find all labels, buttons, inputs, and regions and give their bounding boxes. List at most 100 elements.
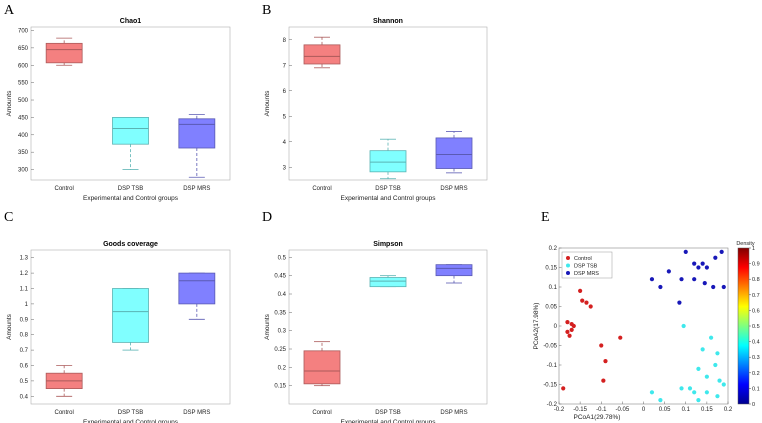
- x-axis-label: Experimental and Control groups: [83, 419, 179, 423]
- category-label: DSP MRS: [440, 410, 467, 416]
- chart-title: Goods coverage: [103, 241, 158, 248]
- data-point: [709, 335, 714, 340]
- y-tick-label: 0.15: [545, 266, 557, 272]
- category-label: DSP TSB: [375, 186, 400, 192]
- data-point: [700, 261, 705, 266]
- category-label: DSP MRS: [440, 186, 467, 192]
- data-point: [588, 304, 593, 309]
- y-tick-label: 0.6: [20, 364, 29, 370]
- y-tick-label: 0.35: [274, 310, 286, 316]
- colorbar-tick-label: 0.3: [752, 355, 760, 361]
- y-axis-label: Amounts: [6, 90, 13, 116]
- colorbar-title: Density: [736, 241, 755, 247]
- chart-title: Simpson: [373, 241, 403, 248]
- colorbar-tick-label: 0.8: [752, 277, 760, 283]
- shannon-box-plot: Control DSP TSB DSP MRS 3 4 5 6 7 8 Shannon Experi…: [264, 18, 488, 202]
- y-tick-label: 0.5: [20, 379, 29, 385]
- panel-letter-b: B: [262, 3, 271, 18]
- box: [303, 44, 341, 65]
- colorbar-tick-label: 0.7: [752, 293, 760, 299]
- data-point: [713, 255, 718, 260]
- data-point: [571, 323, 576, 329]
- goods-coverage-box-plot: Control DSP TSB DSP MRS 0.4 0.5 0.6 0.7 0.8 0.9 1…: [6, 241, 231, 423]
- y-tick-label: 8: [283, 38, 287, 44]
- data-point: [649, 277, 655, 282]
- y-axis-label: Amounts: [264, 90, 271, 116]
- y-tick-label: 0.2: [549, 246, 558, 252]
- data-point: [565, 320, 570, 325]
- colorbar-tick-label: 0.4: [752, 340, 760, 346]
- x-tick-label: -0.2: [554, 407, 565, 413]
- y-tick-label: 4: [283, 140, 287, 146]
- legend-marker: [566, 271, 570, 275]
- x-tick-label: 0.05: [659, 407, 671, 413]
- data-point: [658, 284, 663, 290]
- x-axis-label: Experimental and Control groups: [83, 195, 179, 202]
- y-tick-label: 0.7: [20, 348, 29, 354]
- y-tick-label: 700: [18, 28, 29, 34]
- box: [369, 150, 407, 173]
- data-point: [584, 300, 589, 305]
- y-tick-label: -0.1: [547, 363, 558, 369]
- x-tick-label: 0.1: [682, 407, 691, 413]
- data-point: [721, 382, 726, 387]
- y-tick-label: 300: [18, 168, 29, 174]
- category-label: Control: [312, 186, 331, 192]
- data-point: [715, 394, 720, 399]
- y-tick-label: 0.5: [278, 255, 287, 261]
- chart-title: Chao1: [120, 18, 142, 25]
- chao1-box-plot: Control DSP TSB DSP MRS 300 350 400 450 500 550 6…: [6, 18, 231, 202]
- y-tick-label: 0.2: [278, 365, 287, 371]
- colorbar-tick-label: 0.1: [752, 386, 760, 392]
- x-tick-label: -0.1: [596, 407, 607, 413]
- data-point: [683, 249, 688, 254]
- data-point: [700, 347, 705, 352]
- data-point: [719, 249, 724, 254]
- category-label: DSP MRS: [183, 186, 210, 192]
- data-point: [561, 386, 566, 391]
- y-tick-label: 650: [18, 46, 29, 52]
- box: [435, 137, 473, 169]
- data-point: [704, 265, 709, 270]
- box: [112, 117, 149, 145]
- data-point: [696, 366, 701, 371]
- y-tick-label: 0.25: [274, 347, 286, 353]
- y-tick-label: 0.1: [549, 285, 558, 291]
- y-tick-label: 0.3: [278, 329, 287, 335]
- data-point: [679, 386, 684, 391]
- data-point: [711, 284, 716, 290]
- legend-label: Control: [574, 256, 592, 262]
- y-tick-label: 0.4: [20, 394, 29, 400]
- y-tick-label: -0.15: [543, 383, 557, 389]
- data-point: [721, 284, 726, 290]
- data-point: [618, 335, 623, 340]
- data-point: [681, 323, 686, 329]
- y-tick-label: 0.05: [545, 305, 557, 311]
- data-point: [687, 386, 693, 391]
- legend-label: DSP MRS: [574, 271, 599, 277]
- x-axis-label: Experimental and Control groups: [340, 419, 436, 423]
- data-point: [713, 362, 718, 368]
- category-label: Control: [54, 186, 73, 192]
- colorbar-tick-label: 0.5: [752, 324, 760, 330]
- y-tick-label: 0: [554, 324, 558, 330]
- y-tick-label: 1: [25, 302, 29, 308]
- x-axis-label: PCoA1(29.78%): [574, 414, 621, 421]
- y-tick-label: 400: [18, 133, 29, 139]
- panel-letter-e: E: [541, 210, 550, 225]
- y-tick-label: 550: [18, 81, 29, 87]
- colorbar: [737, 247, 750, 405]
- y-tick-label: 6: [283, 89, 287, 95]
- data-point: [704, 390, 709, 395]
- data-point: [601, 378, 606, 383]
- box: [178, 118, 216, 149]
- colorbar-tick-label: 0.9: [752, 262, 760, 268]
- y-tick-label: 0.8: [20, 333, 29, 339]
- y-tick-label: 500: [18, 98, 29, 104]
- data-point: [565, 329, 570, 334]
- colorbar-tick-label: 1: [752, 246, 755, 252]
- box: [435, 264, 473, 277]
- chart-title: Shannon: [373, 18, 403, 25]
- data-point: [692, 390, 697, 395]
- legend-marker: [566, 256, 570, 260]
